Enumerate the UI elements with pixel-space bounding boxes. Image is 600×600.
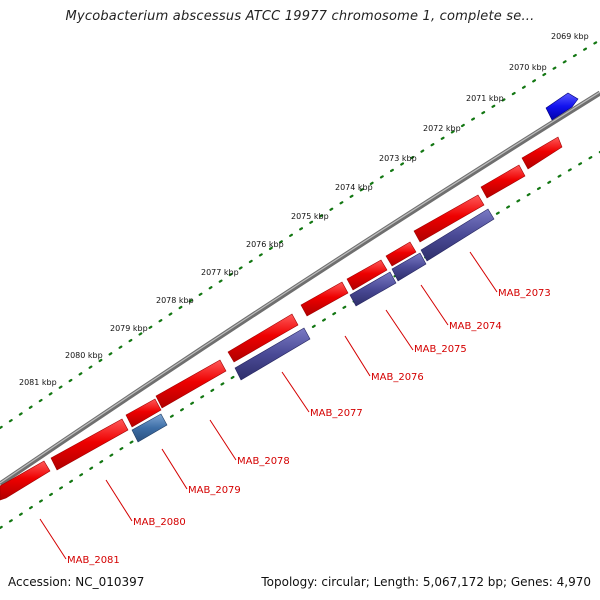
outer-tick-track [0, 38, 600, 430]
gene-arrow[interactable] [300, 281, 349, 317]
gene-arrow[interactable] [346, 259, 388, 291]
gene-arrow[interactable] [50, 418, 129, 471]
leader-line [469, 251, 498, 293]
gene-arrow[interactable] [155, 359, 227, 409]
leader-line [161, 448, 188, 490]
cds-bar[interactable] [234, 327, 311, 381]
leader-line [105, 479, 133, 522]
gene-label: MAB_2080 [133, 517, 186, 528]
forward-genes[interactable] [0, 136, 563, 501]
kbp-label: 2072 kbp [423, 124, 461, 133]
kbp-label: 2079 kbp [110, 324, 148, 333]
gene-arrow[interactable] [0, 460, 51, 501]
kbp-label: 2081 kbp [19, 378, 57, 387]
kbp-label: 2074 kbp [335, 183, 373, 192]
kbp-label: 2070 kbp [509, 63, 547, 72]
label-leaders [39, 251, 498, 560]
kbp-label: 2080 kbp [65, 351, 103, 360]
gene-label: MAB_2075 [414, 344, 467, 355]
accession-text: Accession: NC_010397 [8, 575, 145, 589]
kbp-label: 2078 kbp [156, 296, 194, 305]
gene-arrow[interactable] [227, 313, 299, 363]
gene-arrow[interactable] [385, 241, 417, 267]
leader-line [344, 335, 371, 377]
leader-line [385, 309, 414, 351]
kbp-label: 2075 kbp [291, 212, 329, 221]
reverse-cds[interactable] [131, 208, 495, 443]
kbp-label: 2077 kbp [201, 268, 239, 277]
leader-line [209, 419, 237, 461]
gene-label: MAB_2074 [449, 321, 502, 332]
genome-summary-text: Topology: circular; Length: 5,067,172 bp… [261, 575, 591, 589]
cds-bar[interactable] [420, 208, 495, 262]
blue-gene-arrow[interactable] [545, 92, 579, 121]
kbp-label: 2071 kbp [466, 94, 504, 103]
gene-arrow[interactable] [125, 398, 162, 428]
gene-arrow[interactable] [521, 136, 563, 170]
kbp-label: 2069 kbp [551, 32, 589, 41]
leader-line [281, 371, 310, 413]
gene-label: MAB_2076 [371, 372, 424, 383]
gene-label: MAB_2081 [67, 555, 120, 566]
chromosome-backbone-highlight [0, 91, 600, 484]
gene-labels: MAB_2073 MAB_2074 MAB_2075 MAB_2076 MAB_… [67, 288, 551, 566]
leader-line [420, 284, 449, 326]
gene-label: MAB_2079 [188, 485, 241, 496]
leader-line [39, 518, 67, 560]
gene-arrow[interactable] [413, 194, 485, 243]
gene-label: MAB_2078 [237, 456, 290, 467]
cds-bar[interactable] [391, 252, 427, 282]
chromosome-backbone [0, 90, 600, 487]
gene-label: MAB_2073 [498, 288, 551, 299]
gene-arrow[interactable] [480, 164, 526, 199]
kbp-tick-labels: 2069 kbp 2070 kbp 2071 kbp 2072 kbp 2073… [19, 32, 589, 387]
gene-label: MAB_2077 [310, 408, 363, 419]
kbp-label: 2073 kbp [379, 154, 417, 163]
map-title: Mycobacterium abscessus ATCC 19977 chrom… [65, 9, 535, 24]
kbp-label: 2076 kbp [246, 240, 284, 249]
cds-bar-highlighted[interactable] [131, 413, 168, 443]
cds-bar[interactable] [349, 271, 397, 307]
